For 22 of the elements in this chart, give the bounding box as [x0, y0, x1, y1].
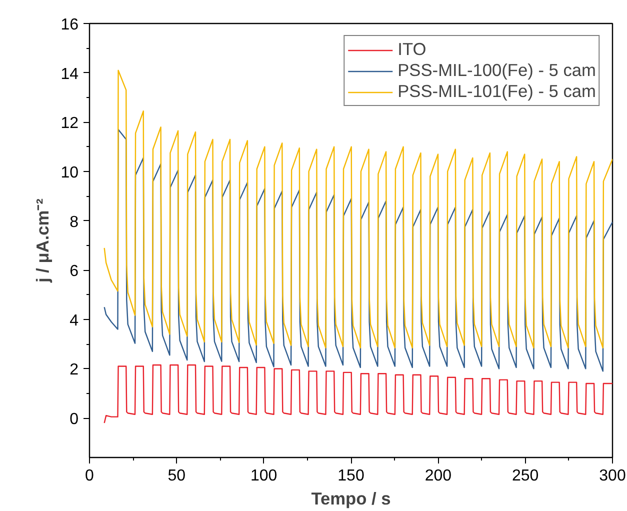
- y-tick-label: 4: [70, 312, 79, 330]
- x-axis-title: Tempo / s: [311, 488, 391, 508]
- x-tick-label: 50: [168, 468, 186, 484]
- x-tick-label: 150: [338, 468, 364, 484]
- legend-label: PSS-MIL-101(Fe) - 5 cam: [398, 81, 596, 102]
- x-tick-label: 250: [512, 468, 539, 484]
- x-tick-label: 300: [599, 468, 626, 484]
- y-tick-label: 16: [60, 16, 79, 34]
- y-tick-label: 8: [70, 214, 79, 231]
- y-tick-label: 14: [60, 66, 79, 83]
- y-tick-label: 12: [60, 115, 79, 132]
- y-tick-label: 2: [70, 362, 79, 379]
- y-tick-label: 6: [70, 263, 79, 280]
- y-tick-label: 10: [60, 164, 79, 182]
- legend-label: PSS-MIL-100(Fe) - 5 cam: [398, 60, 596, 81]
- x-tick-label: 0: [85, 468, 94, 484]
- legend-label: ITO: [398, 39, 426, 60]
- x-tick-label: 200: [424, 468, 452, 484]
- y-tick-label: 0: [70, 411, 79, 428]
- x-tick-label: 100: [250, 468, 278, 484]
- y-axis-title: j / μA.cm⁻²: [32, 198, 53, 284]
- line-series: [104, 364, 612, 424]
